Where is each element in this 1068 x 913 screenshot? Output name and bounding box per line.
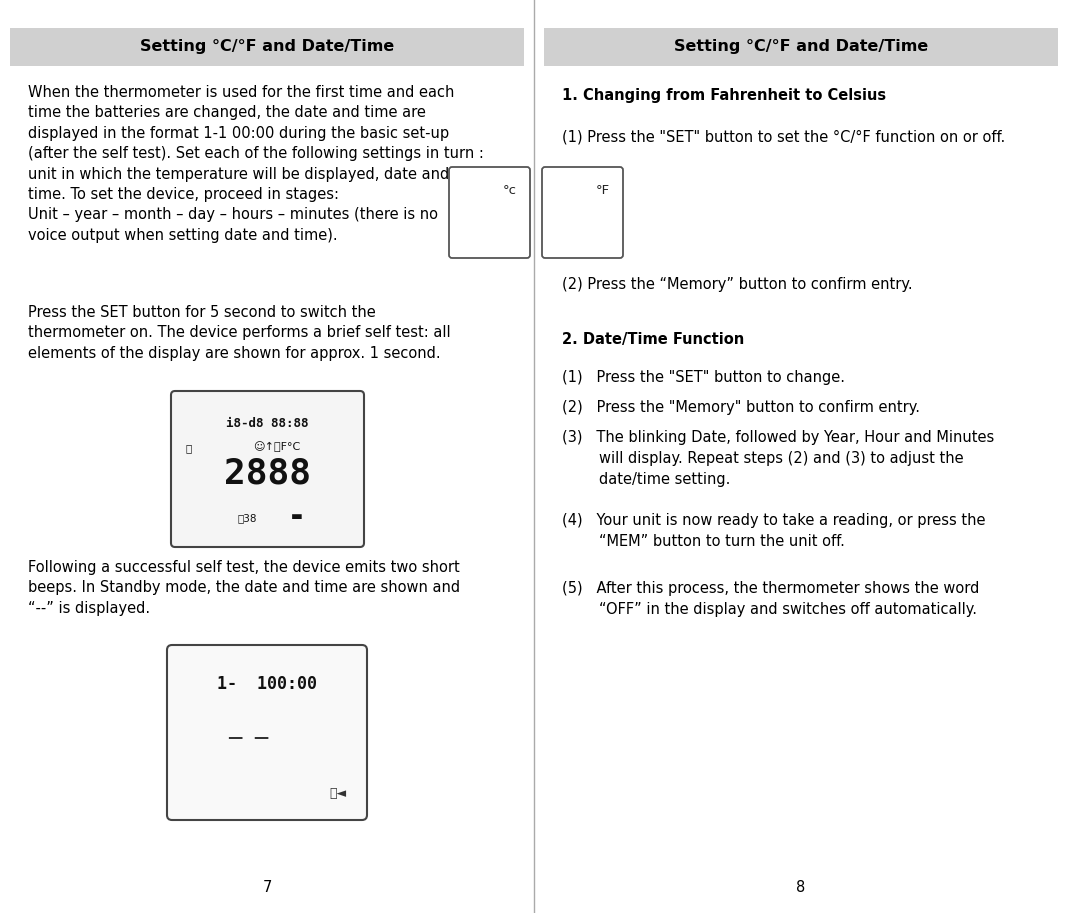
Text: 🔋: 🔋: [185, 443, 191, 453]
Text: ▬: ▬: [292, 510, 303, 523]
Text: (3)   The blinking Date, followed by Year, Hour and Minutes
        will display: (3) The blinking Date, followed by Year,…: [562, 430, 994, 487]
Text: i8-d8 88:88: i8-d8 88:88: [225, 417, 309, 430]
Text: 1-  100:00: 1- 100:00: [217, 675, 317, 693]
Text: 2. Date/Time Function: 2. Date/Time Function: [562, 332, 744, 347]
Text: (1)   Press the "SET" button to change.: (1) Press the "SET" button to change.: [562, 370, 845, 385]
Text: 7: 7: [263, 880, 271, 895]
Text: Following a successful self test, the device emits two short
beeps. In Standby m: Following a successful self test, the de…: [28, 560, 460, 615]
Text: ☺↑📶F°C: ☺↑📶F°C: [253, 441, 300, 452]
Text: When the thermometer is used for the first time and each
time the batteries are : When the thermometer is used for the fir…: [28, 85, 484, 243]
Text: 1. Changing from Fahrenheit to Celsius: 1. Changing from Fahrenheit to Celsius: [562, 88, 886, 103]
FancyBboxPatch shape: [171, 391, 364, 547]
Text: ⏸◄: ⏸◄: [330, 787, 347, 800]
Text: (2)   Press the "Memory" button to confirm entry.: (2) Press the "Memory" button to confirm…: [562, 400, 920, 415]
Text: 8: 8: [797, 880, 805, 895]
Text: Setting °C/°F and Date/Time: Setting °C/°F and Date/Time: [674, 39, 928, 55]
Text: Setting °C/°F and Date/Time: Setting °C/°F and Date/Time: [140, 39, 394, 55]
FancyBboxPatch shape: [541, 167, 623, 258]
FancyBboxPatch shape: [544, 28, 1058, 66]
Text: °F: °F: [596, 184, 610, 197]
Text: (2) Press the “Memory” button to confirm entry.: (2) Press the “Memory” button to confirm…: [562, 277, 913, 292]
Text: Press the SET button for 5 second to switch the
thermometer on. The device perfo: Press the SET button for 5 second to swi…: [28, 305, 451, 361]
Text: 2888: 2888: [223, 457, 311, 491]
Text: (4)   Your unit is now ready to take a reading, or press the
        “MEM” butto: (4) Your unit is now ready to take a rea…: [562, 513, 986, 549]
Text: °c: °c: [503, 184, 517, 197]
FancyBboxPatch shape: [449, 167, 530, 258]
Text: 🚫38: 🚫38: [237, 513, 256, 523]
FancyBboxPatch shape: [167, 645, 367, 820]
Text: (5)   After this process, the thermometer shows the word
        “OFF” in the di: (5) After this process, the thermometer …: [562, 581, 979, 617]
Text: (1) Press the "SET" button to set the °C/°F function on or off.: (1) Press the "SET" button to set the °C…: [562, 130, 1005, 145]
FancyBboxPatch shape: [10, 28, 524, 66]
Text: —  —: — —: [229, 729, 269, 744]
